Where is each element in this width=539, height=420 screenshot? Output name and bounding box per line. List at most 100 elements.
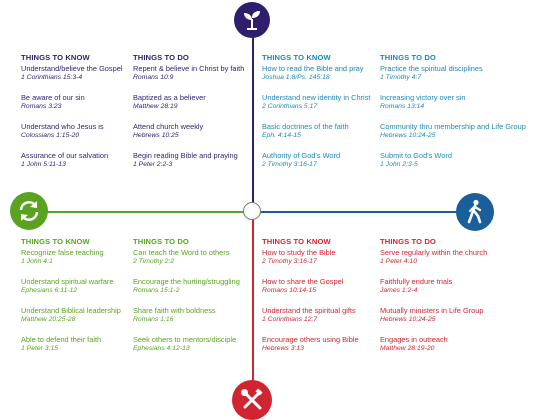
item-text: Attend church weekly (133, 122, 204, 131)
item-reference: Romans 10:9 (133, 74, 174, 81)
item-text: Encourage the hurting/struggling (133, 277, 240, 286)
list-item: Mutually ministers in Life Group Hebrews… (380, 306, 495, 324)
item-text: Share faith with boldness (133, 306, 216, 315)
list-item: Recognize false teaching 1 John 4:1 (21, 248, 136, 266)
axis-left-green (44, 211, 252, 213)
item-reference: Ephesians 4:12-13 (133, 345, 190, 352)
item-text: Can teach the Word to others (133, 248, 230, 257)
item-reference: Eph. 4:14-15 (262, 132, 301, 139)
list-item: Assurance of our salvation 1 John 5:11-1… (21, 151, 136, 169)
list-item: Understand Biblical leadership Matthew 2… (21, 306, 136, 324)
list-item: How to read the Bible and pray Joshua 1:… (262, 64, 377, 82)
item-reference: Ephesians 6:11-12 (21, 287, 78, 294)
list-item: Encourage the hurting/struggling Romans … (133, 277, 248, 295)
axis-bottom-red (252, 212, 254, 384)
item-reference: Matthew 20:25-28 (21, 316, 76, 323)
item-text: Be aware of our sin (21, 93, 85, 102)
list-item: Understand who Jesus is Colossians 1:15-… (21, 122, 136, 140)
item-text: Understand Biblical leadership (21, 306, 121, 315)
axis-top-purple (252, 36, 254, 212)
axis-right-blue (254, 211, 476, 213)
item-text: Practice the spiritual disciplines (380, 64, 483, 73)
item-reference: Matthew 28:19 (133, 103, 178, 110)
list-item: Encourage others using Bible Hebrews 3:1… (262, 335, 377, 353)
item-reference: Romans 13:14 (380, 103, 425, 110)
item-reference: 1 Peter 3:15 (21, 345, 59, 352)
list-item: Share faith with boldness Romans 1:16 (133, 306, 248, 324)
item-reference: Romans 10:14-15 (262, 287, 317, 294)
list-item: Authority of God's Word 2 Timothy 3:16-1… (262, 151, 377, 169)
list-item: Attend church weekly Hebrews 10:25 (133, 122, 248, 140)
item-text: Engages in outreach (380, 335, 448, 344)
list-item: Serve regularly within the church 1 Pete… (380, 248, 495, 266)
bottom-right-do-column: THINGS TO DO Serve regularly within the … (380, 237, 495, 364)
item-text: Able to defend their faith (21, 335, 102, 344)
list-item: Increasing victory over sin Romans 13:14 (380, 93, 495, 111)
item-reference: Romans 1:16 (133, 316, 174, 323)
item-reference: 1 John 5:11-13 (21, 161, 66, 168)
top-right-know-column: THINGS TO KNOW How to read the Bible and… (262, 53, 377, 180)
list-item: Community thru membership and Life Group… (380, 122, 526, 140)
item-text: Faithfully endure trials (380, 277, 453, 286)
item-text: Understand/believe the Gospel (21, 64, 123, 73)
item-reference: Hebrews 10:24-25 (380, 316, 436, 323)
item-text: Encourage others using Bible (262, 335, 359, 344)
item-reference: 2 Timothy 3:16-17 (262, 161, 317, 168)
column-header: THINGS TO KNOW (21, 237, 90, 246)
list-item: Understand the spiritual gifts 1 Corinth… (262, 306, 377, 324)
item-reference: 1 Peter 4:10 (380, 258, 418, 265)
item-text: Basic doctrines of the faith (262, 122, 349, 131)
item-reference: 2 Timothy 3:16-17 (262, 258, 317, 265)
plant-sprout-icon (244, 11, 260, 30)
column-header: THINGS TO DO (133, 53, 189, 62)
bottom-icon-circle (232, 380, 272, 420)
item-text: Understand spiritual warfare (21, 277, 114, 286)
item-reference: 2 Timothy 2:2 (133, 258, 175, 265)
list-item: Basic doctrines of the faith Eph. 4:14-1… (262, 122, 377, 140)
list-item: Understand/believe the Gospel 1 Corinthi… (21, 64, 136, 82)
item-reference: Romans 3:23 (21, 103, 62, 110)
list-item: Understand new identity in Christ 2 Cori… (262, 93, 377, 111)
column-header: THINGS TO DO (380, 237, 436, 246)
item-text: Understand new identity in Christ (262, 93, 371, 102)
item-reference: Matthew 28:19-20 (380, 345, 435, 352)
item-reference: Hebrews 10:24-25 (380, 132, 436, 139)
list-item: Repent & believe in Christ by faith Roma… (133, 64, 248, 82)
top-right-do-column: THINGS TO DO Practice the spiritual disc… (380, 53, 526, 180)
column-header: THINGS TO DO (133, 237, 189, 246)
item-text: Seek others to mentors/disciple (133, 335, 237, 344)
item-reference: 1 John 4:1 (21, 258, 53, 265)
wrench-screwdriver-icon (241, 388, 263, 410)
list-item: Be aware of our sin Romans 3:23 (21, 93, 136, 111)
item-reference: 1 John 2:3-5 (380, 161, 418, 168)
item-text: Authority of God's Word (262, 151, 341, 160)
bottom-right-know-column: THINGS TO KNOW How to study the Bible 2 … (262, 237, 377, 364)
column-header: THINGS TO KNOW (262, 53, 331, 62)
column-header: THINGS TO KNOW (262, 237, 331, 246)
item-text: Understand who Jesus is (21, 122, 104, 131)
list-item: Can teach the Word to others 2 Timothy 2… (133, 248, 248, 266)
item-reference: 2 Corinthians 5:17 (262, 103, 318, 110)
list-item: How to study the Bible 2 Timothy 3:16-17 (262, 248, 377, 266)
list-item: Seek others to mentors/disciple Ephesian… (133, 335, 248, 353)
bottom-left-do-column: THINGS TO DO Can teach the Word to other… (133, 237, 248, 364)
list-item: Baptized as a believer Matthew 28:19 (133, 93, 248, 111)
item-text: Community thru membership and Life Group (380, 122, 526, 131)
item-text: Understand the spiritual gifts (262, 306, 356, 315)
item-text: Assurance of our salvation (21, 151, 109, 160)
item-reference: 1 Peter 2:2-3 (133, 161, 173, 168)
item-text: Baptized as a believer (133, 93, 206, 102)
item-text: How to study the Bible (262, 248, 336, 257)
item-text: Increasing victory over sin (380, 93, 466, 102)
left-icon-circle (10, 192, 48, 230)
item-text: Begin reading Bible and praying (133, 151, 238, 160)
item-text: Mutually ministers in Life Group (380, 306, 484, 315)
item-text: Repent & believe in Christ by faith (133, 64, 245, 73)
walking-person-icon (467, 199, 482, 224)
right-icon-circle (456, 193, 494, 231)
column-header: THINGS TO KNOW (21, 53, 90, 62)
top-left-know-column: THINGS TO KNOW Understand/believe the Go… (21, 53, 136, 180)
item-text: Recognize false teaching (21, 248, 104, 257)
item-text: Submit to God's Word (380, 151, 452, 160)
refresh-cycle-icon (19, 201, 39, 221)
